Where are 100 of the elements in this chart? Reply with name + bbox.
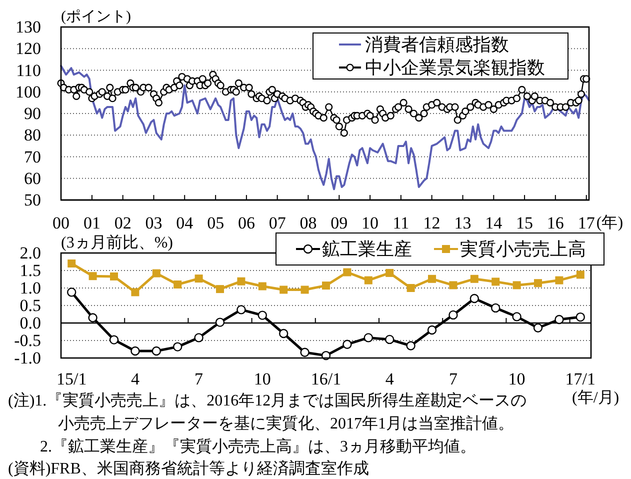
y-tick-label: -1.0	[14, 348, 41, 368]
x-tick-label: 01	[83, 214, 100, 232]
x-tick-label: 15/1	[56, 370, 87, 388]
text: (資料)FRB、米国商務省統計等より経済調査室作成	[8, 460, 369, 478]
point	[174, 280, 182, 288]
x-tick-label: 17/1	[565, 370, 596, 388]
x-tick-label: 11	[392, 214, 410, 232]
y-tick-label: 50	[24, 190, 41, 210]
point	[427, 325, 437, 335]
point	[386, 268, 394, 277]
point	[406, 341, 416, 350]
point	[491, 303, 500, 313]
text: 2.『鉱工業生産』『実質小売売上高』は、3ヵ月移動平均値。	[40, 438, 476, 456]
point	[109, 335, 119, 344]
y-tick-label: 0.0	[20, 314, 41, 332]
point	[385, 334, 394, 344]
x-tick-label: 10	[508, 370, 526, 388]
point	[152, 346, 161, 356]
point	[300, 348, 310, 357]
y-tick-label: 2.0	[20, 244, 41, 262]
y-tick-label: 60	[24, 168, 41, 188]
point	[534, 279, 542, 288]
y-tick-label: 100	[16, 82, 41, 102]
point	[237, 277, 246, 286]
point	[280, 286, 288, 294]
point	[512, 312, 522, 322]
x-tick-label: 09	[330, 214, 348, 232]
point	[322, 282, 330, 290]
point	[258, 282, 266, 290]
y-tick-label: 110	[16, 60, 41, 80]
point	[67, 288, 76, 297]
x-tick-label: 17	[578, 214, 596, 232]
x-tick-label: 4	[130, 370, 140, 388]
point	[194, 333, 204, 342]
y-tick-label: 1.5	[20, 261, 41, 280]
y-tick-label: 0.5	[20, 296, 41, 315]
y-tick-label: 90	[24, 104, 41, 123]
point	[68, 260, 76, 268]
x-tick-label: 02	[114, 214, 132, 232]
legend-label: 消費者信頼感指数	[365, 34, 509, 54]
x-tick-label: 00	[52, 214, 70, 232]
x-tick-label: 03	[145, 214, 162, 232]
point	[258, 310, 267, 320]
point	[576, 312, 585, 322]
point	[343, 268, 352, 276]
point	[576, 270, 584, 279]
point	[449, 281, 458, 290]
y-tick-label: 130	[16, 18, 41, 36]
text: (注)1.『実質小売売上』は、2016年12月までは国民所得生産勘定ベースの	[8, 392, 527, 410]
point	[406, 284, 415, 292]
point	[470, 294, 479, 304]
point	[88, 313, 98, 322]
point	[215, 318, 225, 327]
x-tick-label: 7	[194, 370, 204, 388]
x-tick-label: 4	[385, 370, 394, 388]
y-tick-label: 1.0	[20, 278, 41, 298]
point	[194, 274, 203, 283]
x-tick-label: 10	[254, 370, 271, 388]
x-tick-label: 7	[448, 370, 458, 388]
y-tick-label: 70	[24, 147, 41, 166]
text: 小売売上デフレーターを基に実質化、2017年1月は当室推計値。	[58, 414, 514, 432]
x-tick-label: 10	[362, 214, 379, 232]
x-tick-label: 13	[454, 214, 472, 232]
point	[342, 340, 352, 349]
point	[131, 288, 140, 296]
point	[448, 310, 458, 320]
x-tick-label: 14	[485, 214, 503, 232]
point	[364, 276, 372, 284]
y-tick-label: 120	[16, 39, 41, 58]
x-axis-title: (年/月)	[572, 390, 620, 406]
point	[300, 286, 309, 294]
x-tick-label: 15	[516, 214, 534, 232]
y-tick-label: 80	[24, 126, 41, 145]
point	[512, 281, 521, 290]
x-tick-label: 12	[423, 214, 440, 232]
point	[279, 328, 288, 338]
y-axis-title: (3ヵ月前比、%)	[61, 234, 173, 252]
point	[216, 285, 224, 294]
point	[533, 323, 543, 332]
x-tick-label: 04	[176, 214, 194, 232]
point	[88, 272, 97, 280]
legend-label: 鉱工業生産	[322, 239, 412, 259]
point	[236, 305, 246, 314]
x-tick-label: 07	[268, 214, 286, 232]
point	[173, 342, 182, 352]
x-tick-label: 16	[546, 214, 564, 232]
x-axis-title: (年)	[596, 214, 624, 232]
point	[470, 274, 478, 283]
point	[364, 333, 373, 342]
point	[428, 274, 436, 283]
legend-label: 実質小売売上高	[460, 239, 586, 259]
point	[130, 346, 140, 356]
y-tick-label: -0.5	[14, 331, 41, 350]
x-tick-label: 08	[300, 214, 317, 232]
x-tick-label: 06	[238, 214, 255, 232]
point	[110, 272, 118, 280]
x-tick-label: 05	[207, 214, 224, 232]
point	[554, 314, 564, 324]
legend-label: 中小企業景気楽観指数	[365, 58, 545, 78]
y-axis-title: (ポイント)	[61, 9, 131, 25]
